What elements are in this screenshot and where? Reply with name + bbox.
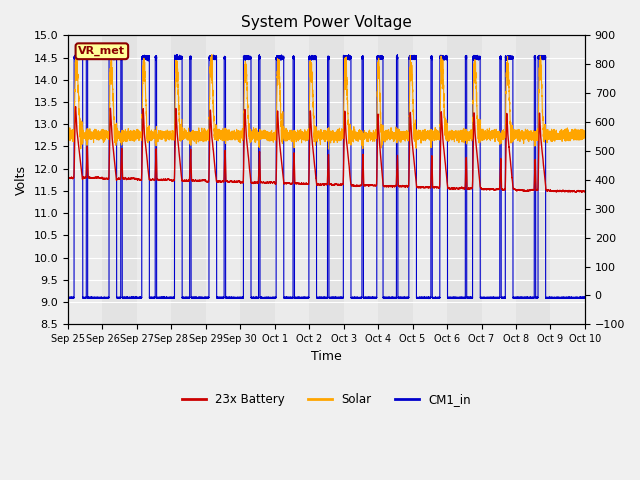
Bar [68, 36, 102, 324]
Bar [550, 36, 585, 324]
Bar [172, 36, 206, 324]
Bar [309, 36, 344, 324]
Legend: 23x Battery, Solar, CM1_in: 23x Battery, Solar, CM1_in [177, 388, 476, 410]
Text: VR_met: VR_met [78, 46, 125, 56]
Bar [516, 36, 550, 324]
Bar [137, 36, 172, 324]
Y-axis label: Volts: Volts [15, 165, 28, 195]
Bar [413, 36, 447, 324]
Bar [344, 36, 378, 324]
X-axis label: Time: Time [311, 349, 342, 362]
Bar [378, 36, 413, 324]
Bar [275, 36, 309, 324]
Title: System Power Voltage: System Power Voltage [241, 15, 412, 30]
Bar [102, 36, 137, 324]
Bar [447, 36, 481, 324]
Bar [481, 36, 516, 324]
Bar [206, 36, 240, 324]
Bar [240, 36, 275, 324]
